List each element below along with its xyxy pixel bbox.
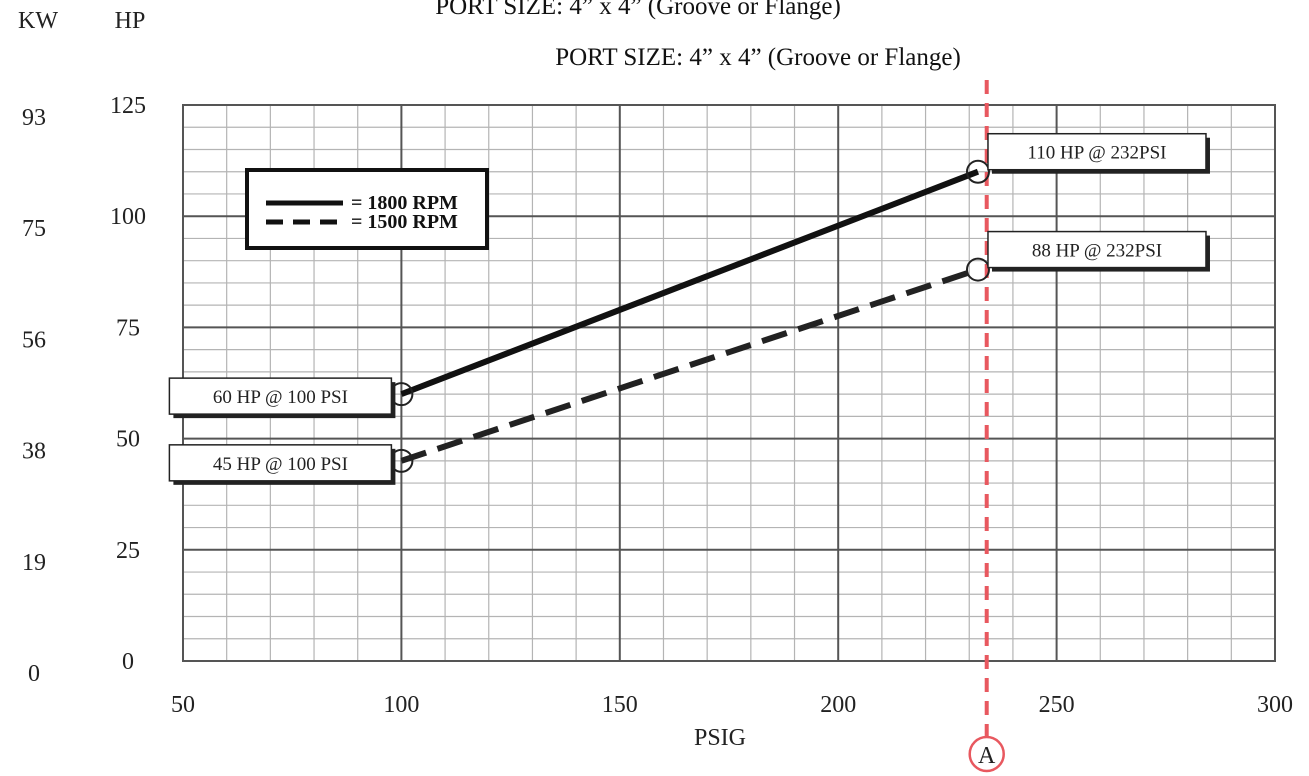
callout-text: 88 HP @ 232PSI	[1032, 241, 1162, 262]
legend-box	[245, 168, 489, 250]
callouts: 110 HP @ 232PSI 88 HP @ 232PSI 60 HP @ 100…	[168, 132, 1210, 485]
chart-title-clipped: PORT SIZE: 4” x 4” (Groove or Flange)	[435, 0, 841, 20]
x-tick-label: 50	[171, 692, 195, 718]
chart-title: PORT SIZE: 4” x 4” (Groove or Flange)	[555, 44, 961, 71]
callout-text: 60 HP @ 100 PSI	[213, 387, 348, 408]
y-tick-label-hp: 75	[116, 315, 140, 341]
legend-label-1800: = 1800 RPM	[351, 192, 458, 214]
y-tick-label-kw: 0	[28, 661, 40, 687]
reference-line-layer: A	[968, 80, 1005, 773]
callout-box	[168, 444, 393, 482]
series-line-1800-rpm	[400, 168, 980, 397]
x-tick-label: 100	[383, 692, 419, 718]
y-axis-label-hp: HP	[115, 8, 146, 34]
y-tick-labels-kw: 0 19 38 56 75 93	[22, 105, 46, 687]
x-tick-label: 150	[602, 692, 638, 718]
y-tick-label-hp: 25	[116, 538, 140, 564]
callout-marker	[965, 257, 990, 282]
callout-text: 45 HP @ 100 PSI	[213, 454, 348, 475]
y-tick-label-hp: 0	[122, 649, 134, 675]
legend: = 1800 RPM = 1500 RPM	[245, 168, 489, 250]
callout-marker	[965, 159, 990, 184]
y-tick-label-hp: 50	[116, 427, 140, 453]
y-tick-label-kw: 19	[22, 550, 46, 576]
x-tick-labels: 50 100 150 200 250 300	[171, 692, 1293, 718]
series-line-1500-rpm	[400, 266, 979, 464]
y-tick-label-kw: 75	[22, 216, 46, 242]
reference-marker-circle	[968, 735, 1005, 773]
callout-box	[987, 230, 1207, 269]
legend-label-1500: = 1500 RPM	[351, 211, 458, 233]
y-tick-label-hp: 125	[110, 93, 146, 119]
callout-box	[168, 377, 393, 415]
x-axis-label: PSIG	[694, 725, 746, 751]
callout-text: 110 HP @ 232PSI	[1027, 143, 1166, 164]
x-tick-label: 300	[1257, 692, 1293, 718]
x-tick-label: 200	[820, 692, 856, 718]
y-tick-labels-hp: 0 25 50 75 100 125	[110, 93, 146, 675]
x-tick-label: 250	[1039, 692, 1075, 718]
y-axis-label-kw: KW	[18, 8, 58, 34]
callout-box	[987, 132, 1207, 171]
y-tick-label-kw: 38	[22, 439, 46, 465]
y-tick-label-kw: 56	[22, 327, 46, 353]
y-tick-label-kw: 93	[22, 105, 46, 131]
series-layer	[400, 168, 980, 464]
reference-marker-label: A	[978, 743, 996, 769]
y-tick-label-hp: 100	[110, 204, 146, 230]
